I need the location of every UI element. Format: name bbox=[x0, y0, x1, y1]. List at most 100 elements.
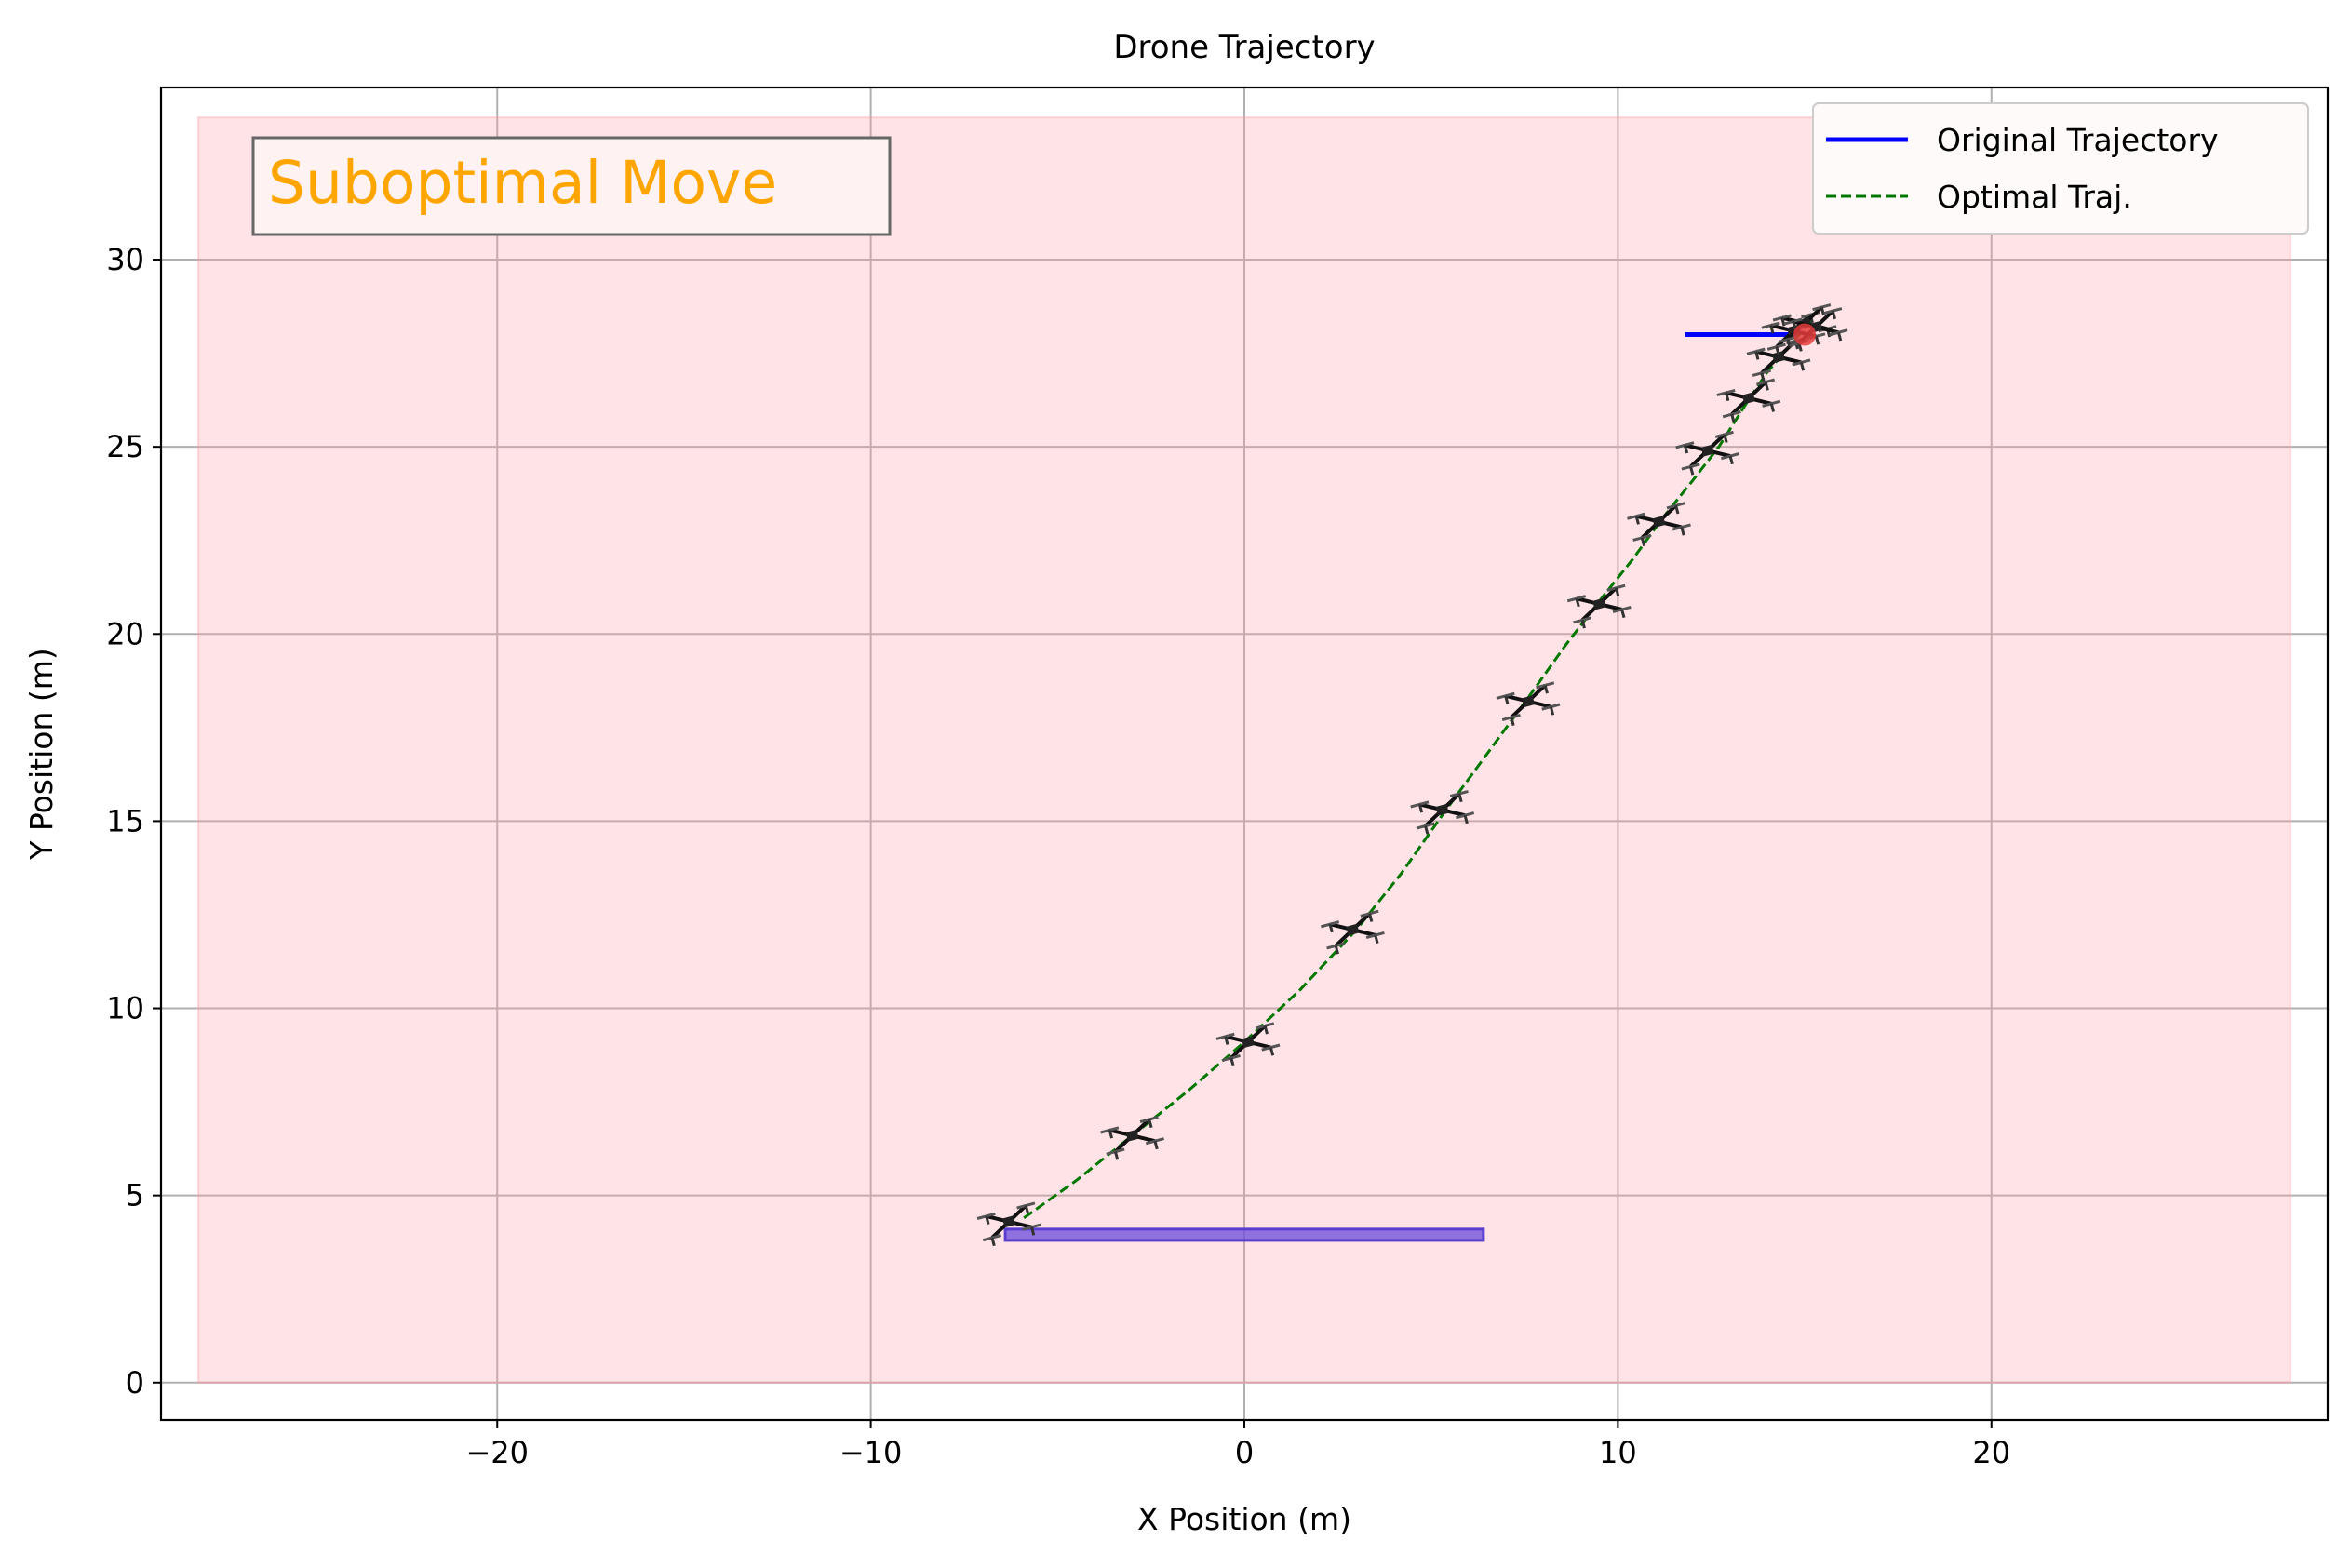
drone-leg bbox=[1263, 1025, 1269, 1035]
drone-marker bbox=[1566, 583, 1632, 629]
drone-rotor bbox=[1772, 314, 1792, 322]
drone-marker bbox=[1716, 378, 1781, 423]
drone-leg bbox=[1334, 945, 1340, 955]
drone-marker bbox=[1100, 1115, 1165, 1160]
drone-leg bbox=[1024, 1205, 1030, 1214]
drone-rotor bbox=[1536, 681, 1555, 690]
y-tick-label: 10 bbox=[106, 991, 144, 1026]
drone-rotor bbox=[1722, 410, 1741, 419]
drone-leg bbox=[1463, 814, 1469, 824]
drone-leg bbox=[1799, 362, 1806, 371]
drone-leg bbox=[1543, 685, 1549, 694]
x-tick-label: 10 bbox=[1599, 1435, 1637, 1470]
x-tick-label: 0 bbox=[1235, 1435, 1254, 1470]
drone-body bbox=[1771, 351, 1786, 363]
drone-body bbox=[1346, 923, 1360, 936]
drone-body bbox=[1521, 695, 1536, 708]
drone-marker bbox=[1496, 681, 1561, 727]
y-tick-label: 5 bbox=[126, 1178, 144, 1213]
drone-leg bbox=[1114, 1151, 1120, 1160]
drone-leg bbox=[1728, 455, 1734, 465]
drone-leg bbox=[1153, 1140, 1159, 1150]
drone-leg bbox=[1504, 695, 1510, 704]
drone-rotor bbox=[1766, 342, 1786, 351]
drone-rotor bbox=[1783, 317, 1803, 326]
drone-leg bbox=[1680, 527, 1685, 536]
drone-leg bbox=[1760, 372, 1766, 382]
drone-leg bbox=[1030, 1226, 1036, 1236]
drone-marker bbox=[1215, 1022, 1281, 1067]
x-axis-label: X Position (m) bbox=[1137, 1501, 1351, 1537]
drone-marker bbox=[1627, 502, 1691, 546]
drone-body bbox=[1592, 597, 1606, 610]
drone-leg bbox=[1780, 317, 1786, 327]
drone-leg bbox=[1328, 923, 1334, 933]
drone-leg bbox=[1614, 587, 1620, 596]
drone-rotor bbox=[1746, 347, 1766, 355]
y-tick-label: 25 bbox=[106, 429, 144, 464]
drone-leg bbox=[1723, 434, 1728, 443]
x-tick-label: −20 bbox=[465, 1435, 529, 1470]
shaded-region bbox=[197, 116, 2291, 1384]
drone-body bbox=[1741, 392, 1755, 405]
drone-marker bbox=[976, 1201, 1041, 1247]
drone-rotor bbox=[1778, 335, 1798, 343]
drone-rotor bbox=[1761, 321, 1780, 329]
chart-title: Drone Trajectory bbox=[1113, 29, 1375, 66]
drone-rotor bbox=[1410, 800, 1430, 809]
drone-leg bbox=[1775, 346, 1780, 355]
drone-leg bbox=[1108, 1130, 1114, 1139]
drone-rotor bbox=[976, 1212, 996, 1220]
drone-leg bbox=[1424, 825, 1430, 835]
y-tick-label: 30 bbox=[106, 242, 144, 277]
drone-leg bbox=[1831, 310, 1837, 320]
drone-leg bbox=[1620, 609, 1626, 619]
drone-leg bbox=[1148, 1119, 1153, 1129]
drone-leg bbox=[1792, 321, 1797, 330]
drone-leg bbox=[1575, 597, 1580, 608]
drone-leg bbox=[1730, 413, 1736, 423]
drone-body bbox=[1125, 1129, 1139, 1142]
drone-markers bbox=[976, 303, 1848, 1247]
drone-leg bbox=[1754, 351, 1760, 360]
drone-body bbox=[1435, 803, 1449, 816]
drone-rotor bbox=[1215, 1032, 1235, 1040]
grid-lines bbox=[161, 87, 2328, 1420]
drone-rotor bbox=[1360, 909, 1379, 918]
legend: Original Trajectory Optimal Traj. bbox=[1812, 102, 2309, 235]
drone-leg bbox=[1764, 382, 1769, 391]
drone-marker bbox=[1675, 430, 1740, 476]
drone-leg bbox=[1640, 537, 1646, 546]
drone-rotor bbox=[1100, 1126, 1120, 1134]
drone-rotor bbox=[1716, 388, 1736, 397]
y-tick-label: 20 bbox=[106, 616, 144, 651]
drone-leg bbox=[1580, 619, 1586, 629]
drone-leg bbox=[1786, 339, 1792, 348]
drone-leg bbox=[1368, 913, 1374, 922]
drone-leg bbox=[1634, 516, 1640, 525]
annotation-box: Suboptimal Move bbox=[251, 136, 892, 236]
drone-leg bbox=[1769, 403, 1776, 412]
drone-leg bbox=[985, 1215, 990, 1225]
goal-marker bbox=[1793, 323, 1817, 346]
start-zone bbox=[1003, 1227, 1485, 1242]
drone-leg bbox=[1837, 331, 1843, 342]
drone-leg bbox=[1224, 1036, 1229, 1045]
y-axis-label: Y Position (m) bbox=[23, 648, 60, 861]
drone-rotor bbox=[1139, 1115, 1159, 1124]
x-tick-label: 20 bbox=[1972, 1435, 2010, 1470]
drone-marker bbox=[1320, 909, 1385, 955]
drone-rotor bbox=[1666, 502, 1685, 510]
drone-rotor bbox=[1675, 441, 1695, 449]
drone-leg bbox=[1814, 336, 1820, 345]
drone-leg bbox=[1417, 804, 1424, 813]
drone-body bbox=[1002, 1215, 1016, 1228]
drone-leg bbox=[1797, 342, 1803, 352]
y-tick-label: 15 bbox=[106, 803, 144, 838]
drone-rotor bbox=[1606, 583, 1626, 592]
y-axis-ticks: 0 5 10 15 20 25 30 bbox=[106, 242, 161, 1400]
drone-rotor bbox=[1449, 789, 1469, 798]
legend-label-optimal: Optimal Traj. bbox=[1937, 179, 2132, 215]
drone-leg bbox=[1510, 717, 1515, 727]
